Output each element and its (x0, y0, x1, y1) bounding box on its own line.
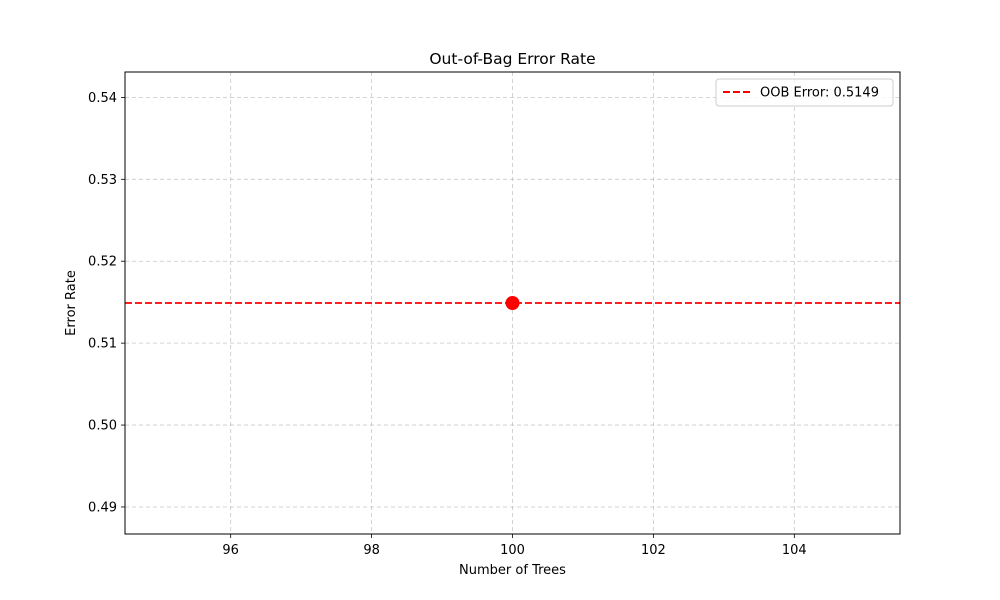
x-tick-label: 98 (363, 543, 380, 558)
x-tick-label: 100 (500, 543, 525, 558)
y-axis-label: Error Rate (64, 270, 79, 336)
x-axis-label: Number of Trees (459, 563, 566, 578)
data-point (505, 296, 520, 310)
x-tick-label: 96 (222, 543, 239, 558)
y-tick-label: 0.53 (88, 173, 117, 188)
legend: OOB Error: 0.5149 (715, 78, 894, 107)
y-tick-label: 0.52 (88, 255, 117, 270)
x-tick-label: 102 (641, 543, 666, 558)
chart-title: Out-of-Bag Error Rate (429, 50, 595, 68)
series-layer (125, 296, 900, 310)
y-tick-label: 0.54 (88, 91, 117, 106)
y-tick-label: 0.51 (88, 337, 117, 352)
legend-label: OOB Error: 0.5149 (760, 86, 879, 101)
y-tick-label: 0.49 (88, 500, 117, 515)
grid-layer (125, 72, 900, 534)
legend-box (715, 78, 894, 107)
y-tick-label: 0.50 (88, 419, 117, 434)
tick-layer: 96 98 100 102 104 0.49 0.50 0.51 0.52 0.53 0.54 (88, 91, 807, 558)
x-tick-label: 104 (782, 543, 807, 558)
